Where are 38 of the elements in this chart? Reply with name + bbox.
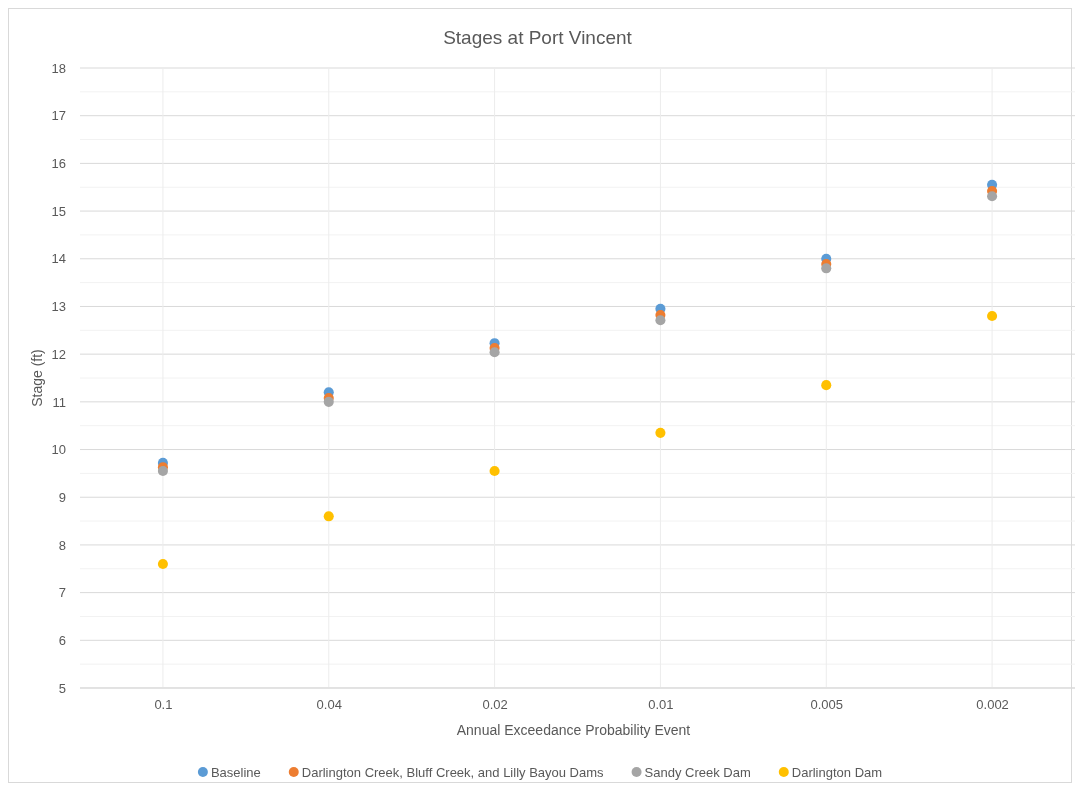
y-tick-label: 14 [51, 251, 66, 267]
chart-title: Stages at Port Vincent [443, 27, 633, 48]
x-tick-label: 0.005 [810, 697, 844, 713]
point [987, 310, 998, 322]
point [655, 427, 666, 438]
y-axis-title: Stage (ft) [29, 349, 45, 407]
x-tick-label: 0.01 [648, 697, 674, 713]
y-tick-label: 5 [58, 680, 66, 696]
legend-label: Darlington Creek, Bluff Creek, and Lilly Bayou Dams [301, 764, 605, 780]
x-tick-label: 0.1 [154, 697, 173, 713]
point [157, 558, 168, 570]
point [655, 315, 666, 326]
legend-label: Baseline [210, 764, 261, 780]
legend-label: Sandy Creek Dam [644, 764, 751, 780]
y-tick-label: 16 [51, 156, 66, 172]
y-tick-label: 17 [51, 108, 66, 124]
point [489, 347, 500, 358]
y-tick-label: 9 [58, 489, 66, 505]
x-tick-label: 0.04 [316, 697, 342, 713]
y-tick-label: 13 [51, 299, 66, 315]
x-tick-label: 0.02 [482, 697, 508, 713]
y-tick-label: 18 [51, 60, 66, 76]
point [821, 380, 832, 391]
point [987, 191, 998, 202]
point [157, 465, 168, 477]
x-tick-label: 0.002 [976, 697, 1009, 713]
y-tick-label: 7 [58, 585, 66, 601]
y-tick-label: 12 [51, 346, 66, 362]
y-tick-label: 11 [52, 394, 66, 410]
y-tick-label: 15 [51, 203, 66, 219]
y-tick-label: 10 [51, 442, 66, 458]
point [821, 263, 832, 274]
y-tick-label: 6 [58, 632, 66, 648]
point [323, 511, 334, 522]
legend-label: Darlington Dam [791, 764, 883, 780]
x-axis-title: Annual Exceedance Probability Event [456, 722, 691, 738]
point [489, 465, 500, 477]
y-tick-label: 8 [58, 537, 66, 553]
